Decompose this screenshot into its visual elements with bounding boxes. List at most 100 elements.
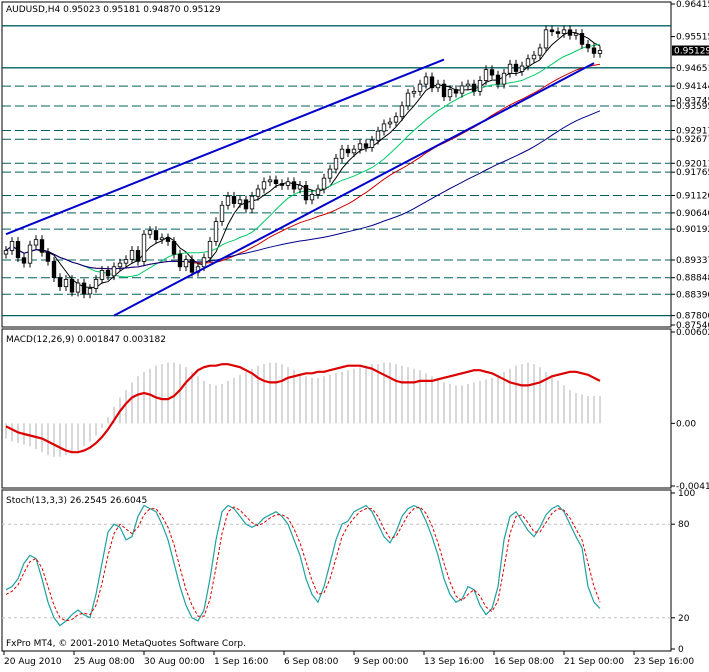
candle-body (381, 123, 387, 132)
candle-body (219, 204, 225, 222)
candle-body (165, 237, 171, 242)
macd-histogram (5, 362, 601, 457)
candle-body (525, 58, 531, 67)
moving-average-line (5, 110, 601, 270)
candle-body (315, 188, 321, 195)
candle-body (507, 63, 513, 74)
price-tick-label: 0.93745 (676, 97, 709, 107)
candle-body (213, 221, 219, 242)
macd-header: MACD(12,26,9) 0.001847 0.003182 (6, 335, 166, 345)
candle-body (477, 80, 483, 92)
candle-body (63, 279, 69, 288)
stochastic-lines (2, 504, 671, 627)
candle-body (183, 259, 189, 268)
candle-body (15, 241, 21, 259)
candle-body (495, 74, 501, 85)
candle-body (585, 43, 591, 49)
time-tick-label: 1 Sep 16:00 (214, 657, 269, 667)
candle-body (357, 143, 363, 150)
candle-body (327, 168, 333, 179)
candle-body (339, 148, 345, 159)
candle-body (129, 250, 135, 260)
stoch-tick-label: 0 (678, 645, 684, 655)
time-tick-label: 13 Sep 16:00 (424, 657, 484, 667)
candle-body (243, 199, 249, 210)
candle-body (21, 257, 27, 264)
time-axis: 20 Aug 2010 25 Aug 08:00 30 Aug 00:00 1 Sep… (3, 651, 694, 667)
candle-body (33, 239, 39, 246)
price-tick-label: 0.95515 (676, 33, 709, 43)
candle-body (75, 282, 81, 293)
candle-body (519, 65, 525, 72)
price-tick-label: 0.92677 (676, 135, 709, 145)
candle-body (537, 47, 543, 56)
candle-body (297, 184, 303, 190)
trend-channel (5, 58, 595, 317)
candle-body (135, 250, 141, 262)
time-tick-label: 21 Sep 00:00 (564, 657, 624, 667)
candle-body (99, 269, 105, 280)
stoch-signal-polyline (5, 506, 601, 622)
price-tick-label: 0.90192 (676, 225, 709, 235)
candle-body (321, 177, 327, 190)
candle-body (45, 251, 51, 262)
symbol-header: AUDUSD,H4 0.95023 0.95181 0.94870 0.9512… (6, 5, 221, 15)
macd-signal-line (5, 363, 601, 454)
candle-body (489, 69, 495, 76)
channel-upper-line (5, 58, 445, 236)
stoch-tick-label: 80 (678, 520, 690, 530)
candle-body (567, 29, 573, 36)
candle-body (225, 195, 231, 206)
candle-body (255, 188, 261, 197)
candle-body (81, 282, 87, 295)
candle-body (501, 72, 507, 85)
price-tick-label: 0.92011 (676, 159, 709, 169)
time-tick-label: 20 Aug 2010 (4, 657, 62, 667)
candle-body (459, 85, 465, 94)
price-tick-label: 0.91765 (676, 168, 709, 178)
stoch-header: Stoch(13,3,3) 26.2545 26.6045 (6, 496, 147, 506)
moving-average-line (5, 31, 601, 288)
candle-body (69, 279, 75, 293)
candle-body (111, 266, 117, 277)
candle-body (561, 29, 567, 34)
candle-body (27, 244, 33, 264)
candle-body (9, 241, 15, 251)
moving-average-line (5, 43, 601, 278)
candle-body (57, 277, 63, 288)
candle-body (579, 33, 585, 45)
candle-body (207, 241, 213, 259)
candle-body (87, 288, 93, 295)
candle-body (267, 179, 273, 183)
price-tick-label: 0.88848 (676, 274, 709, 284)
candle-body (279, 183, 285, 186)
candle-body (543, 29, 549, 49)
candle-body (387, 121, 393, 125)
candle-body (3, 250, 9, 255)
candle-body (39, 239, 45, 253)
candle-body (465, 83, 471, 87)
stoch-tick-label: 20 (678, 614, 690, 624)
candle-body (261, 181, 267, 190)
candle-body (399, 105, 405, 118)
candle-body (435, 83, 441, 89)
candle-body (105, 269, 111, 277)
macd-tick-label: -0.00413 (676, 482, 709, 492)
candle-body (441, 83, 447, 98)
candle-body (363, 143, 369, 148)
candle-body (303, 184, 309, 201)
macd-tick-label: 0.00 (676, 419, 696, 429)
price-tick-label: 0.96415 (676, 0, 709, 10)
current-price-label: 0.95129 (674, 47, 709, 57)
current-price-box (672, 45, 709, 56)
candlesticks (3, 25, 603, 299)
candle-body (273, 179, 279, 184)
time-tick-label: 9 Sep 00:00 (354, 657, 409, 667)
candle-body (141, 233, 147, 262)
candle-body (123, 259, 129, 264)
candle-body (549, 29, 555, 33)
